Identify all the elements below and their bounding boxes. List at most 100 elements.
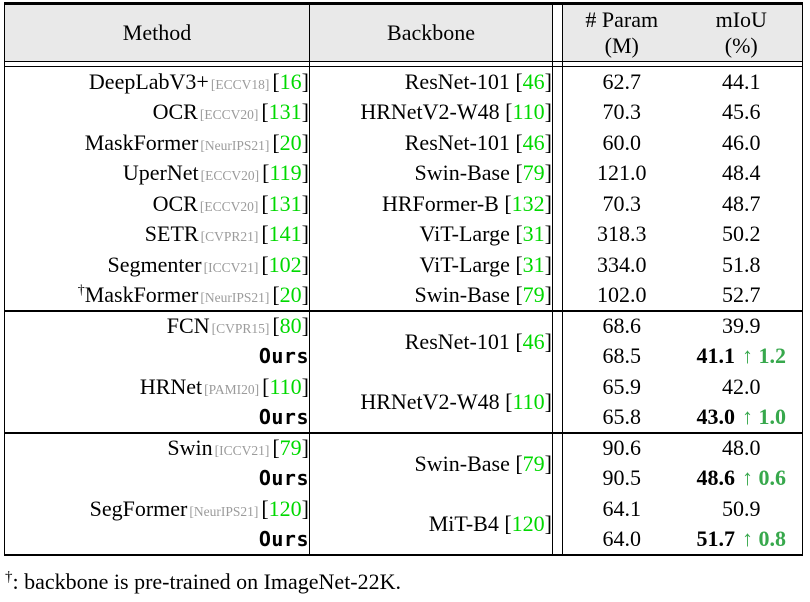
double-line-divider bbox=[552, 371, 563, 402]
citation-number: 119 bbox=[269, 160, 302, 186]
backbone-name: MiT-B4 bbox=[428, 510, 499, 536]
double-line-divider bbox=[552, 127, 563, 158]
double-line-divider bbox=[552, 431, 563, 463]
method-cell: UperNet [ECCV20] [119] bbox=[4, 158, 310, 189]
method-cell: Ours bbox=[4, 341, 310, 372]
citation-number: 79 bbox=[522, 281, 545, 307]
column-header-param: # Param (M) bbox=[562, 3, 681, 62]
double-line-divider bbox=[552, 188, 563, 219]
column-header-method: Method bbox=[4, 3, 310, 62]
ours-label: Ours bbox=[258, 526, 309, 551]
citation-ref: [79] bbox=[515, 281, 552, 307]
method-cell: SegFormer [NeurIPS21] [120] bbox=[4, 493, 310, 524]
param-cell: 64.0 bbox=[602, 525, 642, 551]
citation-number: 141 bbox=[268, 221, 302, 247]
method-cell: Segmenter [ICCV21] [102] bbox=[4, 249, 310, 280]
miou-cell: 43.0 ↑ 1.0 bbox=[681, 402, 803, 433]
double-line-divider bbox=[552, 280, 563, 311]
citation-ref: [79] bbox=[272, 435, 309, 461]
citation-ref: [20] bbox=[272, 281, 309, 307]
citation-number: 80 bbox=[279, 313, 302, 339]
double-line-divider bbox=[552, 158, 563, 189]
table-row: SETR [CVPR21] [141] ViT-Large [31] 318.3 5… bbox=[4, 219, 803, 250]
citation-ref: [46] bbox=[515, 129, 552, 155]
backbone-name: ResNet-101 bbox=[404, 129, 510, 155]
method-cell: OCR [ECCV20] [131] bbox=[4, 97, 310, 128]
ours-label: Ours bbox=[258, 404, 309, 429]
method-name: FCN bbox=[166, 313, 210, 339]
citation-ref: [110] bbox=[505, 388, 552, 414]
citation-ref: [141] bbox=[261, 221, 309, 247]
method-cell: FCN [CVPR15] [80] bbox=[4, 309, 310, 341]
citation-ref: [20] bbox=[272, 129, 309, 155]
backbone-cell: Swin-Base [79] bbox=[310, 158, 553, 189]
delta-value: 1.2 bbox=[758, 343, 787, 369]
miou-value: 48.6 bbox=[696, 465, 736, 491]
citation-number: 20 bbox=[279, 129, 302, 155]
miou-cell: 42.0 bbox=[722, 373, 761, 399]
param-cell: 318.3 bbox=[597, 221, 647, 247]
param-cell: 65.9 bbox=[602, 373, 642, 399]
venue-tag: [CVPR15] bbox=[211, 321, 270, 337]
venue-tag: [NeurIPS21] bbox=[200, 289, 270, 305]
double-line-divider bbox=[552, 309, 563, 341]
citation-ref: [131] bbox=[261, 190, 309, 216]
backbone-name: ResNet-101 bbox=[404, 69, 510, 94]
ours-label: Ours bbox=[258, 344, 309, 369]
backbone-cell: Swin-Base [79] bbox=[309, 431, 553, 494]
citation-ref: [79] bbox=[515, 450, 552, 476]
method-name: DeepLabV3+ bbox=[88, 69, 209, 94]
table-row: Ours 90.5 48.6 ↑ 0.6 bbox=[4, 463, 803, 494]
backbone-cell: HRNetV2-W48 [110] bbox=[310, 97, 553, 128]
table-row: †MaskFormer [NeurIPS21] [20] Swin-Base [79… bbox=[4, 280, 803, 311]
citation-number: 20 bbox=[279, 281, 302, 307]
backbone-cell: MiT-B4 [120] bbox=[310, 494, 553, 555]
param-cell: 60.0 bbox=[602, 129, 642, 155]
double-line-divider bbox=[552, 402, 563, 433]
header-body-double-rule bbox=[4, 61, 803, 67]
param-cell: 70.3 bbox=[602, 99, 642, 125]
citation-ref: [31] bbox=[515, 251, 552, 277]
table-row: OCR [ECCV20] [131] HRNetV2-W48 [110] 70.3 … bbox=[4, 97, 803, 128]
param-cell: 65.8 bbox=[602, 403, 642, 429]
citation-ref: [31] bbox=[515, 221, 552, 247]
ours-label: Ours bbox=[258, 466, 309, 491]
citation-number: 132 bbox=[511, 190, 545, 216]
backbone-cell: ViT-Large [31] bbox=[310, 250, 553, 281]
up-arrow-icon: ↑ bbox=[742, 525, 753, 551]
method-cell: DeepLabV3+ [ECCV18] [16] bbox=[4, 66, 310, 97]
param-cell: 64.1 bbox=[602, 495, 642, 521]
citation-ref: [46] bbox=[515, 328, 552, 354]
citation-ref: [79] bbox=[515, 160, 552, 186]
delta-value: 0.8 bbox=[758, 525, 787, 551]
citation-number: 120 bbox=[511, 510, 545, 536]
method-cell: Ours bbox=[4, 524, 310, 555]
param-cell: 68.6 bbox=[562, 309, 681, 341]
miou-cell: 41.1 ↑ 1.2 bbox=[681, 341, 803, 372]
citation-number: 31 bbox=[522, 221, 545, 247]
backbone-cell: ResNet-101 [46] bbox=[310, 128, 553, 159]
citation-number: 46 bbox=[522, 328, 545, 354]
improvement-delta: ↑ 0.8 bbox=[742, 526, 786, 551]
method-name: OCR bbox=[152, 190, 198, 216]
table-row: UperNet [ECCV20] [119] Swin-Base [79] 121.… bbox=[4, 158, 803, 189]
miou-cell: 50.2 bbox=[722, 221, 761, 247]
method-name: SegFormer bbox=[89, 495, 188, 521]
param-cell: 121.0 bbox=[597, 160, 647, 186]
method-cell: Ours bbox=[4, 402, 310, 433]
param-cell: 334.0 bbox=[597, 251, 647, 277]
citation-number: 120 bbox=[268, 495, 302, 521]
param-cell: 68.5 bbox=[602, 343, 642, 369]
miou-cell: 48.7 bbox=[722, 190, 761, 216]
miou-cell: 52.7 bbox=[722, 281, 761, 307]
param-header-line2: (M) bbox=[604, 33, 639, 58]
table-row: DeepLabV3+ [ECCV18] [16] ResNet-101 [46] 6… bbox=[4, 66, 803, 97]
citation-number: 46 bbox=[522, 69, 545, 94]
citation-ref: [102] bbox=[261, 251, 309, 277]
double-line-divider bbox=[552, 97, 563, 128]
method-name: UperNet bbox=[122, 160, 199, 186]
footnote: †: backbone is pre-trained on ImageNet-2… bbox=[5, 569, 401, 595]
table-row: Segmenter [ICCV21] [102] ViT-Large [31] 33… bbox=[4, 249, 803, 281]
up-arrow-icon: ↑ bbox=[742, 465, 753, 491]
miou-cell: 46.0 bbox=[722, 129, 761, 155]
